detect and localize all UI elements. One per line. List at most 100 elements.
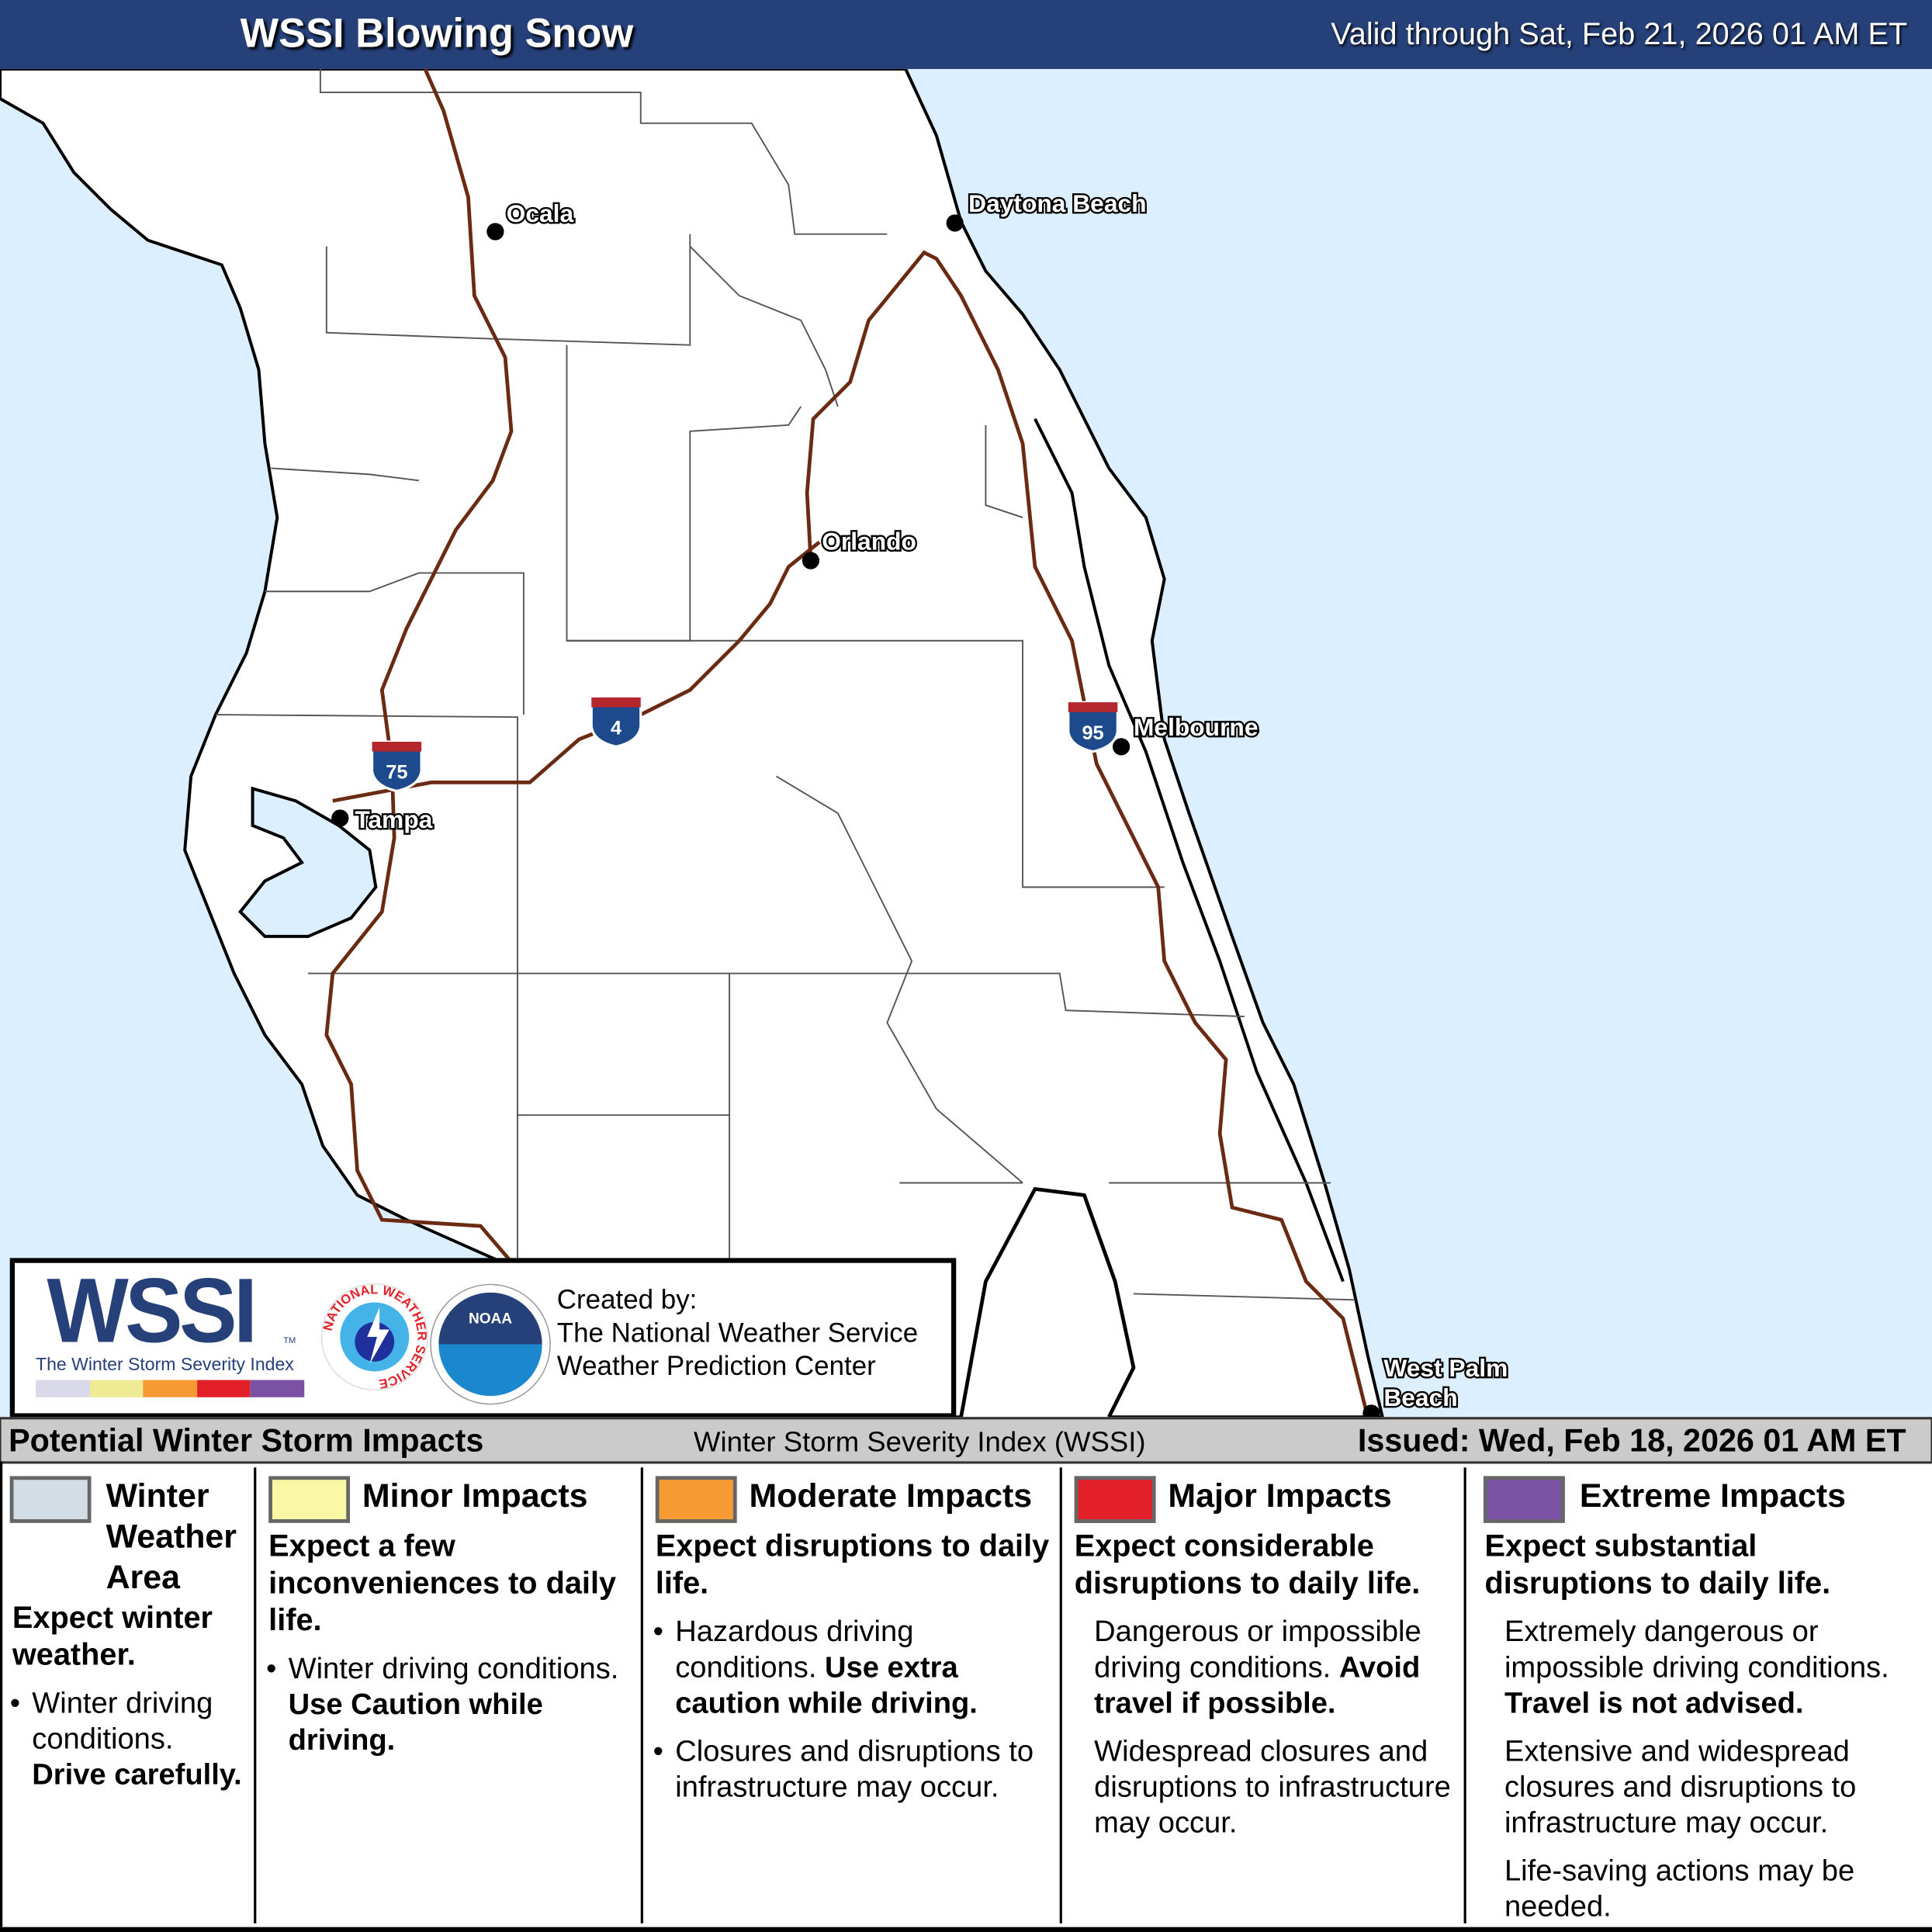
city-orlando: Orlando bbox=[822, 527, 916, 555]
legend-text: Extremely dangerous or impossible drivin… bbox=[1504, 1615, 1889, 1684]
page-title: WSSI Blowing Snow bbox=[240, 9, 634, 56]
heading-line: Weather bbox=[106, 1518, 237, 1556]
legend-text: Widespread closures and disruptions to i… bbox=[1094, 1734, 1451, 1840]
legend-body: Hazardous driving conditions. Use extra … bbox=[653, 1614, 1052, 1721]
legend-subtitle: Expect winter weather. bbox=[12, 1600, 213, 1672]
legend-heading: Extreme Impacts bbox=[1579, 1477, 1847, 1515]
swatch-minor bbox=[268, 1476, 350, 1523]
legend-content: Expect winter weather. Winter driving co… bbox=[10, 1599, 251, 1792]
legend-heading: Major Impacts bbox=[1168, 1477, 1392, 1515]
divider bbox=[1059, 1467, 1062, 1923]
legend-subtitle: Expect disruptions to daily life. bbox=[655, 1529, 1050, 1601]
city-melbourne: Melbourne bbox=[1134, 713, 1259, 741]
highway-i75 bbox=[324, 68, 519, 1271]
legend-heading: Winter Weather Area bbox=[106, 1476, 237, 1598]
legend-moderate: Moderate Impacts Expect disruptions to d… bbox=[643, 1461, 1058, 1924]
divider bbox=[254, 1467, 257, 1923]
credit-nws: The National Weather Service bbox=[556, 1317, 919, 1349]
i4-shield-icon: 4 bbox=[590, 696, 642, 748]
credit-wpc: Weather Prediction Center bbox=[556, 1350, 876, 1382]
legend-body: Extremely dangerous or impossible drivin… bbox=[1485, 1614, 1929, 1721]
i95-shield-icon: 95 bbox=[1067, 701, 1119, 753]
wssi-logo: WSSI bbox=[47, 1259, 258, 1362]
heading-line: Area bbox=[106, 1558, 180, 1596]
legend-text: Winter driving conditions. bbox=[32, 1686, 213, 1756]
legend-text: Closures and disruptions to infrastructu… bbox=[653, 1733, 1052, 1805]
lake-okeechobee bbox=[959, 1186, 1136, 1418]
left-border bbox=[0, 1461, 3, 1932]
legend-winter-weather-area: Winter Weather Area Expect winter weathe… bbox=[0, 1461, 254, 1924]
wssi-color-bar bbox=[36, 1380, 305, 1397]
bar-swatch bbox=[143, 1380, 197, 1397]
legend-subtitle: Expect substantial disruptions to daily … bbox=[1484, 1529, 1831, 1601]
legend-text: Extensive and widespread closures and di… bbox=[1504, 1734, 1857, 1840]
legend-content: Expect disruptions to daily life. Hazard… bbox=[653, 1528, 1052, 1805]
wssi-subtitle: The Winter Storm Severity Index bbox=[36, 1355, 294, 1376]
legend-bold-text: Avoid travel if possible. bbox=[1094, 1650, 1421, 1720]
legend-title-bar: Potential Winter Storm Impacts Winter St… bbox=[0, 1417, 1932, 1464]
legend-content: Expect a few inconveniences to daily lif… bbox=[266, 1528, 638, 1758]
i75-shield-icon: 75 bbox=[370, 740, 423, 793]
legend-text: Dangerous or impossible driving conditio… bbox=[1094, 1615, 1421, 1684]
city-tampa: Tampa bbox=[355, 805, 432, 833]
legend-text: Winter driving conditions. bbox=[288, 1652, 619, 1686]
trademark: TM bbox=[283, 1336, 296, 1346]
legend-body: Winter driving conditions.Drive carefull… bbox=[10, 1685, 251, 1792]
i4-number: 4 bbox=[611, 717, 621, 739]
legend-bold-text: Drive carefully. bbox=[32, 1758, 242, 1792]
swatch-major bbox=[1074, 1476, 1156, 1523]
bar-swatch bbox=[36, 1380, 90, 1397]
impact-legend: Winter Weather Area Expect winter weathe… bbox=[0, 1461, 1932, 1932]
legend-minor: Minor Impacts Expect a few inconvenience… bbox=[256, 1461, 638, 1924]
barrier-island bbox=[1034, 418, 1345, 1283]
heading-line: Winter bbox=[106, 1477, 209, 1515]
legend-subtitle: Expect considerable disruptions to daily… bbox=[1074, 1529, 1421, 1601]
swatch-moderate bbox=[655, 1476, 737, 1523]
bar-swatch bbox=[250, 1380, 305, 1397]
tampa-bay bbox=[238, 786, 378, 938]
credit-label: Created by: bbox=[556, 1283, 698, 1315]
legend-bold-text: Travel is not advised. bbox=[1504, 1686, 1804, 1720]
city-ocala: Ocala bbox=[507, 199, 574, 227]
legend-bold-text: Use Caution while driving. bbox=[288, 1688, 543, 1757]
legend-text: Life-saving actions may be needed. bbox=[1504, 1854, 1855, 1923]
bar-swatch bbox=[196, 1380, 251, 1397]
header: WSSI Blowing Snow Valid through Sat, Feb… bbox=[0, 0, 1932, 69]
legend-heading: Minor Impacts bbox=[362, 1477, 588, 1515]
noaa-logo-text: NOAA bbox=[468, 1310, 513, 1328]
legend-content: Expect considerable disruptions to daily… bbox=[1075, 1528, 1462, 1840]
map: Ocala Daytona Beach Orlando Melbourne Ta… bbox=[0, 68, 1932, 1418]
city-daytona-beach: Daytona Beach bbox=[968, 189, 1146, 217]
i75-number: 75 bbox=[386, 762, 407, 784]
legend-text: Hazardous driving conditions. bbox=[675, 1615, 914, 1684]
swatch-winter-weather bbox=[9, 1476, 92, 1523]
divider bbox=[640, 1467, 643, 1923]
legend-content: Expect substantial disruptions to daily … bbox=[1485, 1528, 1929, 1924]
county-lines bbox=[215, 68, 1356, 1418]
credit-text: Created by: The National Weather Service… bbox=[557, 1283, 918, 1383]
legend-bold-text: Use extra caution while driving. bbox=[675, 1650, 978, 1720]
legend-subtitle: Expect a few inconveniences to daily lif… bbox=[268, 1529, 617, 1638]
highway-i4 bbox=[332, 540, 821, 803]
city-west-palm: West Palm bbox=[1383, 1354, 1508, 1382]
swatch-extreme bbox=[1483, 1476, 1565, 1523]
city-west-palm-beach: Beach bbox=[1383, 1383, 1457, 1411]
legend-extreme: Extreme Impacts Expect substantial disru… bbox=[1466, 1461, 1930, 1924]
legend-index-name: Winter Storm Severity Index (WSSI) bbox=[694, 1425, 1146, 1458]
bottom-border bbox=[0, 1927, 1932, 1932]
divider bbox=[1463, 1467, 1466, 1923]
interstate-shields: 75 4 95 bbox=[370, 696, 1119, 793]
noaa-logo-icon: NOAA bbox=[431, 1285, 550, 1404]
i95-number: 95 bbox=[1082, 722, 1103, 744]
legend-heading: Moderate Impacts bbox=[749, 1477, 1033, 1515]
bar-swatch bbox=[89, 1380, 144, 1397]
legend-major: Major Impacts Expect considerable disrup… bbox=[1062, 1461, 1462, 1924]
cities: Ocala Daytona Beach Orlando Melbourne Ta… bbox=[331, 188, 1510, 1418]
issued-time: Issued: Wed, Feb 18, 2026 01 AM ET bbox=[1357, 1421, 1906, 1459]
legend-body: Winter driving conditions. Use Caution w… bbox=[266, 1651, 638, 1758]
nws-logo-icon: NATIONAL WEATHER SERVICE bbox=[320, 1283, 429, 1391]
legend-body: Dangerous or impossible driving conditio… bbox=[1075, 1614, 1462, 1721]
valid-through: Valid through Sat, Feb 21, 2026 01 AM ET bbox=[1331, 17, 1908, 52]
logo-box: WSSI TM The Winter Storm Severity Index … bbox=[9, 1258, 957, 1418]
